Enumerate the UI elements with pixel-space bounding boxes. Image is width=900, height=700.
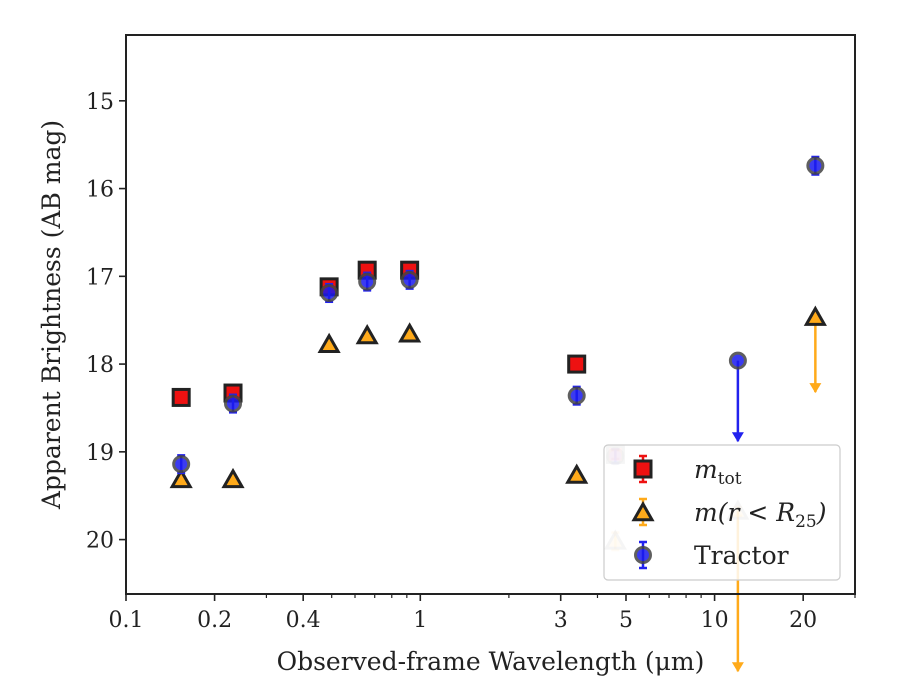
data-point-triangle	[169, 467, 193, 489]
legend-label: Tractor	[694, 541, 789, 570]
x-tick-label: 0.4	[286, 608, 321, 633]
x-tick-label: 0.2	[197, 608, 232, 633]
legend-marker-triangle	[631, 500, 655, 522]
upper-limit-head	[731, 662, 744, 673]
plot-frame	[125, 34, 856, 595]
legend-marker-square	[633, 459, 653, 479]
y-axis-title: Apparent Brightness (AB mag)	[37, 120, 66, 510]
data-point-circle	[806, 156, 825, 175]
legend-label: m(r < R25)	[694, 498, 826, 532]
upper-limit-arrow	[731, 360, 744, 443]
upper-limit-head	[809, 383, 822, 394]
legend-label-main: m	[694, 455, 718, 484]
x-tick-label: 20	[789, 608, 817, 633]
y-tick-label: 19	[86, 441, 114, 466]
y-tick-label: 20	[86, 529, 114, 554]
data-point-triangle	[803, 305, 827, 326]
legend-label-main: Tractor	[694, 541, 789, 570]
data-point-circle	[400, 270, 419, 289]
data-point-circle	[358, 272, 377, 291]
legend: mtot m(r < R25) Tractor	[603, 444, 841, 581]
data-point-triangle	[355, 323, 379, 345]
x-axis-title: Observed-frame Wavelength (μm)	[277, 647, 705, 676]
series-circle	[172, 155, 825, 475]
y-tick-label: 16	[86, 178, 114, 203]
x-tick-label: 0.1	[109, 608, 144, 633]
x-tick-label: 5	[619, 608, 633, 633]
series-square	[171, 260, 625, 464]
data-point-square	[567, 354, 587, 374]
legend-label-subscript: tot	[718, 469, 742, 489]
data-point-circle	[224, 394, 243, 413]
x-tick-label: 3	[554, 608, 568, 633]
axis-ticks: 0.1 0.2 0.4 1 3 5 10 20 15 16 17 18 19 20	[86, 90, 856, 633]
upper-limit-head	[731, 432, 744, 443]
legend-box	[603, 444, 841, 581]
y-tick-label: 17	[86, 265, 114, 290]
data-point-triangle	[398, 322, 422, 343]
legend-label-main: m(r < R	[694, 498, 795, 527]
data-point-square	[171, 387, 191, 407]
y-tick-label: 18	[86, 353, 114, 378]
y-tick-label: 15	[86, 90, 114, 115]
upper-limit-arrow	[809, 317, 822, 394]
data-point-circle	[172, 455, 191, 474]
legend-label-tail: )	[816, 498, 827, 527]
data-point-triangle	[317, 332, 341, 354]
data-point-circle	[567, 386, 586, 405]
legend-label-subscript: 25	[795, 512, 817, 532]
data-point-triangle	[565, 463, 589, 484]
legend-label: mtot	[694, 455, 742, 489]
legend-marker-circle	[634, 546, 652, 564]
data-point-circle	[320, 284, 339, 302]
x-tick-label: 10	[701, 608, 729, 633]
data-point-triangle	[221, 467, 245, 489]
data-point-circle	[728, 351, 747, 370]
x-tick-label: 1	[413, 608, 427, 633]
